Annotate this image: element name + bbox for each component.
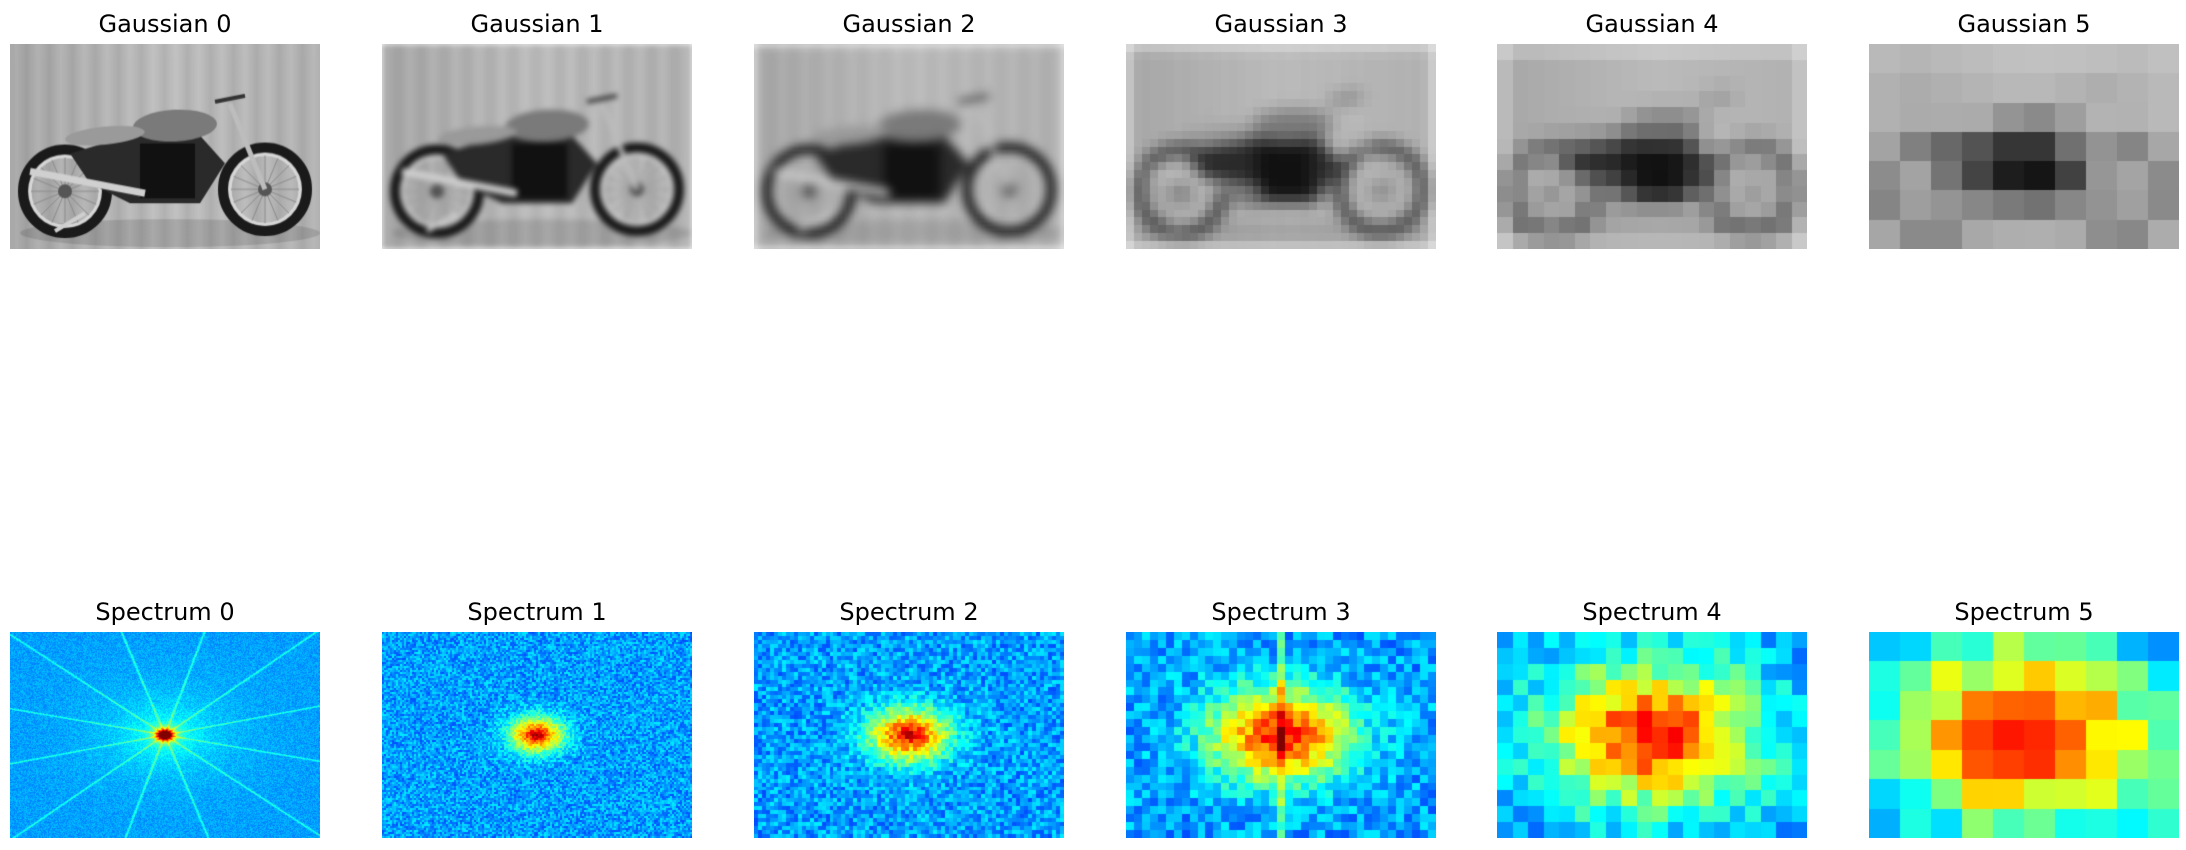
spectrum-image-2 — [754, 632, 1064, 838]
spectrum-title-2: Spectrum 2 — [839, 598, 979, 626]
gaussian-image-5 — [1869, 44, 2179, 249]
gaussian-image-3 — [1126, 44, 1436, 249]
spectrum-title-0: Spectrum 0 — [95, 598, 235, 626]
gaussian-title-2: Gaussian 2 — [842, 10, 976, 38]
gaussian-title-0: Gaussian 0 — [98, 10, 232, 38]
spectrum-image-3 — [1126, 632, 1436, 838]
gaussian-title-5: Gaussian 5 — [1957, 10, 2091, 38]
gaussian-title-4: Gaussian 4 — [1585, 10, 1719, 38]
spectrum-title-5: Spectrum 5 — [1954, 598, 2094, 626]
gaussian-image-2 — [754, 44, 1064, 249]
spectrum-image-1 — [382, 632, 692, 838]
gaussian-image-4 — [1497, 44, 1807, 249]
spectrum-image-0 — [10, 632, 320, 838]
gaussian-image-1 — [382, 44, 692, 249]
spectrum-image-4 — [1497, 632, 1807, 838]
gaussian-image-0 — [10, 44, 320, 249]
spectrum-title-1: Spectrum 1 — [467, 598, 607, 626]
gaussian-title-1: Gaussian 1 — [470, 10, 604, 38]
spectrum-title-4: Spectrum 4 — [1582, 598, 1722, 626]
spectrum-title-3: Spectrum 3 — [1211, 598, 1351, 626]
spectrum-image-5 — [1869, 632, 2179, 838]
gaussian-title-3: Gaussian 3 — [1214, 10, 1348, 38]
